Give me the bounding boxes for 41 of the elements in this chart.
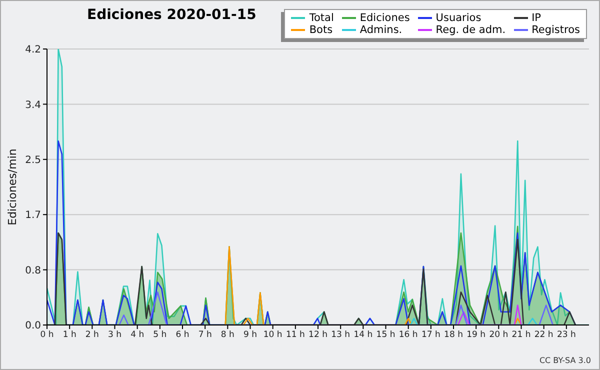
legend-label: Usuarios xyxy=(434,12,482,24)
chart-title: Ediciones 2020-01-15 xyxy=(87,7,256,23)
x-tick-label: 16 h xyxy=(398,330,418,340)
x-tick-label: 9 h xyxy=(244,330,257,340)
x-tick-label: 23 h xyxy=(556,330,576,340)
x-tick-label: 18 h xyxy=(444,330,463,340)
x-tick-label: 8 h xyxy=(220,330,234,340)
text: CC BY-SA 3.0 xyxy=(539,356,591,365)
x-tick-label: 0 h xyxy=(40,330,54,340)
x-tick-label: 6 h xyxy=(176,330,190,340)
legend-label: IP xyxy=(530,12,542,24)
y-tick-label: 3.4 xyxy=(25,100,41,111)
y-tick-label: 0.8 xyxy=(25,265,41,276)
legend-label: Total xyxy=(308,12,334,24)
legend-label: Reg. de adm. xyxy=(434,24,506,36)
x-tick-label: 7 h xyxy=(198,330,212,340)
x-tick-label: 10 h xyxy=(263,330,282,340)
x-tick-label: 2 h xyxy=(85,330,99,340)
y-tick-label: 1.7 xyxy=(25,210,41,222)
y-axis-title: Ediciones/min xyxy=(6,148,19,226)
y-tick-label: 4.2 xyxy=(25,44,41,56)
legend-label: Admins. xyxy=(358,24,404,36)
legend-label: Bots xyxy=(308,24,334,36)
x-tick-label: 19 h xyxy=(466,330,486,340)
x-tick-label: 21 h xyxy=(512,330,531,340)
x-tick-label: 5 h xyxy=(153,330,167,340)
x-tick-label: 4 h xyxy=(130,330,144,340)
x-tick-label: 11 h xyxy=(286,330,305,340)
y-tick-label: 2.5 xyxy=(25,154,41,166)
x-tick-label: 15 h xyxy=(376,330,396,340)
legend-label: Registros xyxy=(530,24,580,36)
x-tick-label: 20 h xyxy=(489,330,508,340)
x-tick-label: 3 h xyxy=(108,330,122,340)
x-tick-label: 12 h xyxy=(308,330,328,340)
x-tick-label: 1 h xyxy=(62,330,76,340)
y-tick-label: 0.0 xyxy=(25,320,41,332)
x-tick-label: 22 h xyxy=(534,330,554,340)
x-tick-label: 13 h xyxy=(331,330,350,340)
x-tick-label: 17 h xyxy=(421,330,440,340)
x-tick-label: 14 h xyxy=(354,330,373,340)
legend-label: Ediciones xyxy=(358,12,410,24)
